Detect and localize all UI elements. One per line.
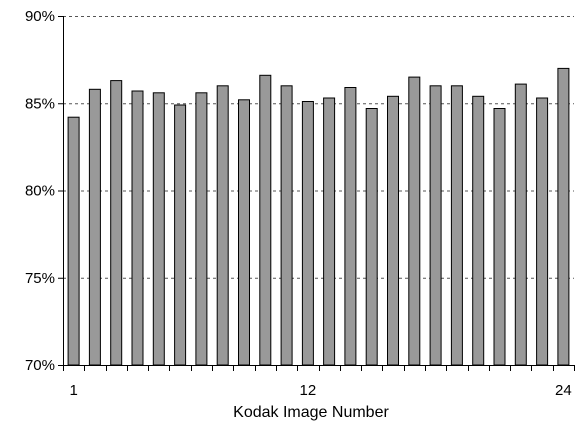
bar-2 bbox=[88, 88, 101, 366]
y-tick-label: 90% bbox=[25, 8, 55, 25]
y-tick-label: 80% bbox=[25, 183, 55, 200]
bar-22 bbox=[514, 83, 527, 366]
y-tick-label: 70% bbox=[25, 357, 55, 374]
bar-18 bbox=[429, 85, 442, 366]
x-tick-label: 12 bbox=[300, 382, 317, 399]
bar-24 bbox=[557, 67, 570, 366]
bar-5 bbox=[152, 92, 165, 366]
bar-15 bbox=[365, 108, 378, 366]
bar-14 bbox=[344, 87, 357, 366]
x-tick-labels: 1 12 24 bbox=[69, 382, 571, 399]
y-tick-label: 75% bbox=[25, 270, 55, 287]
bar-6 bbox=[174, 104, 187, 366]
gridlines bbox=[63, 16, 574, 279]
bar-16 bbox=[387, 95, 399, 366]
bars bbox=[67, 67, 570, 366]
bar-7 bbox=[195, 92, 208, 366]
bar-12 bbox=[301, 101, 314, 366]
bar-3 bbox=[110, 80, 123, 366]
y-tick-label: 85% bbox=[25, 95, 55, 112]
bar-4 bbox=[131, 90, 144, 366]
bar-19 bbox=[450, 85, 463, 366]
bar-1 bbox=[67, 116, 80, 366]
axes bbox=[58, 16, 575, 371]
bar-8 bbox=[216, 85, 229, 366]
y-tick-labels: 70% 75% 80% 85% 90% bbox=[25, 8, 55, 374]
bar-11 bbox=[280, 85, 293, 366]
x-tick-label: 1 bbox=[69, 382, 77, 399]
bar-10 bbox=[259, 74, 272, 366]
bar-20 bbox=[472, 95, 485, 366]
bar-9 bbox=[238, 99, 250, 366]
bar-17 bbox=[408, 76, 421, 366]
x-axis-title: Kodak Image Number bbox=[233, 404, 389, 421]
bar-13 bbox=[323, 97, 336, 366]
bar-23 bbox=[536, 97, 549, 366]
x-tick-label: 24 bbox=[555, 382, 572, 399]
bar-21 bbox=[493, 108, 506, 366]
